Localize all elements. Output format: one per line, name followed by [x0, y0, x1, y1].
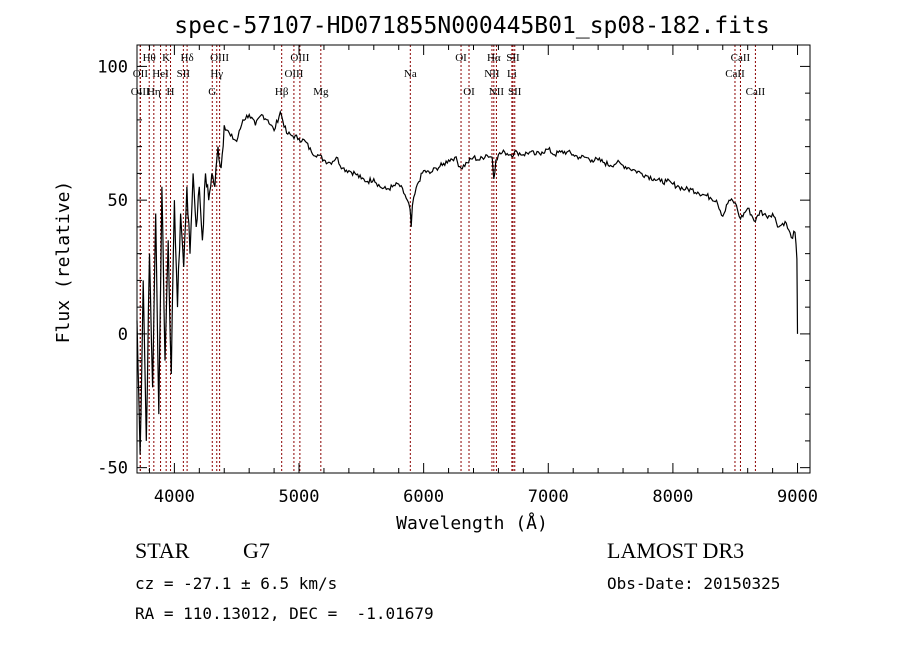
x-tick-label: 6000	[403, 487, 444, 507]
line-label: NII	[484, 68, 500, 80]
plot-frame	[136, 44, 811, 474]
class-label: STAR	[135, 538, 190, 563]
line-label: Hδ	[181, 52, 194, 64]
line-label: H	[167, 86, 175, 98]
x-tick-label: 4000	[154, 487, 195, 507]
line-label: Li	[507, 68, 517, 80]
cz-value: cz = -27.1 ± 6.5 km/s	[135, 574, 338, 593]
y-tick-label: 100	[97, 57, 128, 77]
line-label: Hβ	[275, 86, 289, 98]
survey-label: LAMOST DR3	[607, 538, 745, 563]
line-label: Mg	[313, 86, 329, 98]
line-label: Na	[404, 68, 417, 80]
line-label: CaII	[731, 52, 751, 64]
line-label: SII	[177, 68, 191, 80]
x-axis: 4000 5000 6000 7000 8000 9000	[148, 45, 818, 507]
line-label: OI	[455, 52, 467, 64]
line-label: HeI	[152, 68, 169, 80]
x-tick-label: 7000	[528, 487, 569, 507]
line-label: NII	[489, 86, 505, 98]
x-axis-label: Wavelength (Å)	[396, 512, 548, 534]
line-label: Hθ	[143, 52, 156, 64]
y-tick-label: -50	[97, 459, 128, 479]
line-label: OII	[133, 68, 149, 80]
chart-title: spec-57107-HD071855N000445B01_sp08-182.f…	[174, 13, 769, 39]
line-label: K	[162, 52, 170, 64]
line-label: CaII	[725, 68, 745, 80]
x-tick-label: 8000	[652, 487, 693, 507]
line-label: CaII	[746, 86, 766, 98]
line-label: SII	[506, 52, 520, 64]
y-tick-label: 0	[118, 325, 128, 345]
coordinates: RA = 110.13012, DEC = -1.01679	[135, 604, 434, 623]
line-label: G	[208, 86, 216, 98]
subclass-label: G7	[243, 538, 270, 563]
spectrum-line	[136, 109, 799, 455]
y-axis-label: Flux (relative)	[53, 181, 74, 344]
line-label: OIII	[290, 52, 309, 64]
line-label: Hγ	[210, 68, 223, 80]
line-label: SII	[508, 86, 522, 98]
line-label: Hη	[147, 86, 161, 98]
line-label: OIII	[210, 52, 229, 64]
line-markers	[139, 45, 756, 473]
line-label: OIII	[284, 68, 303, 80]
line-label: Hα	[487, 52, 501, 64]
y-axis: -50 0 50 100	[97, 57, 810, 479]
obs-date: Obs-Date: 20150325	[607, 574, 781, 593]
line-label: OIII	[131, 86, 150, 98]
x-tick-label: 9000	[777, 487, 818, 507]
x-tick-label: 5000	[279, 487, 320, 507]
line-label: OI	[463, 86, 475, 98]
y-tick-label: 50	[108, 191, 128, 211]
